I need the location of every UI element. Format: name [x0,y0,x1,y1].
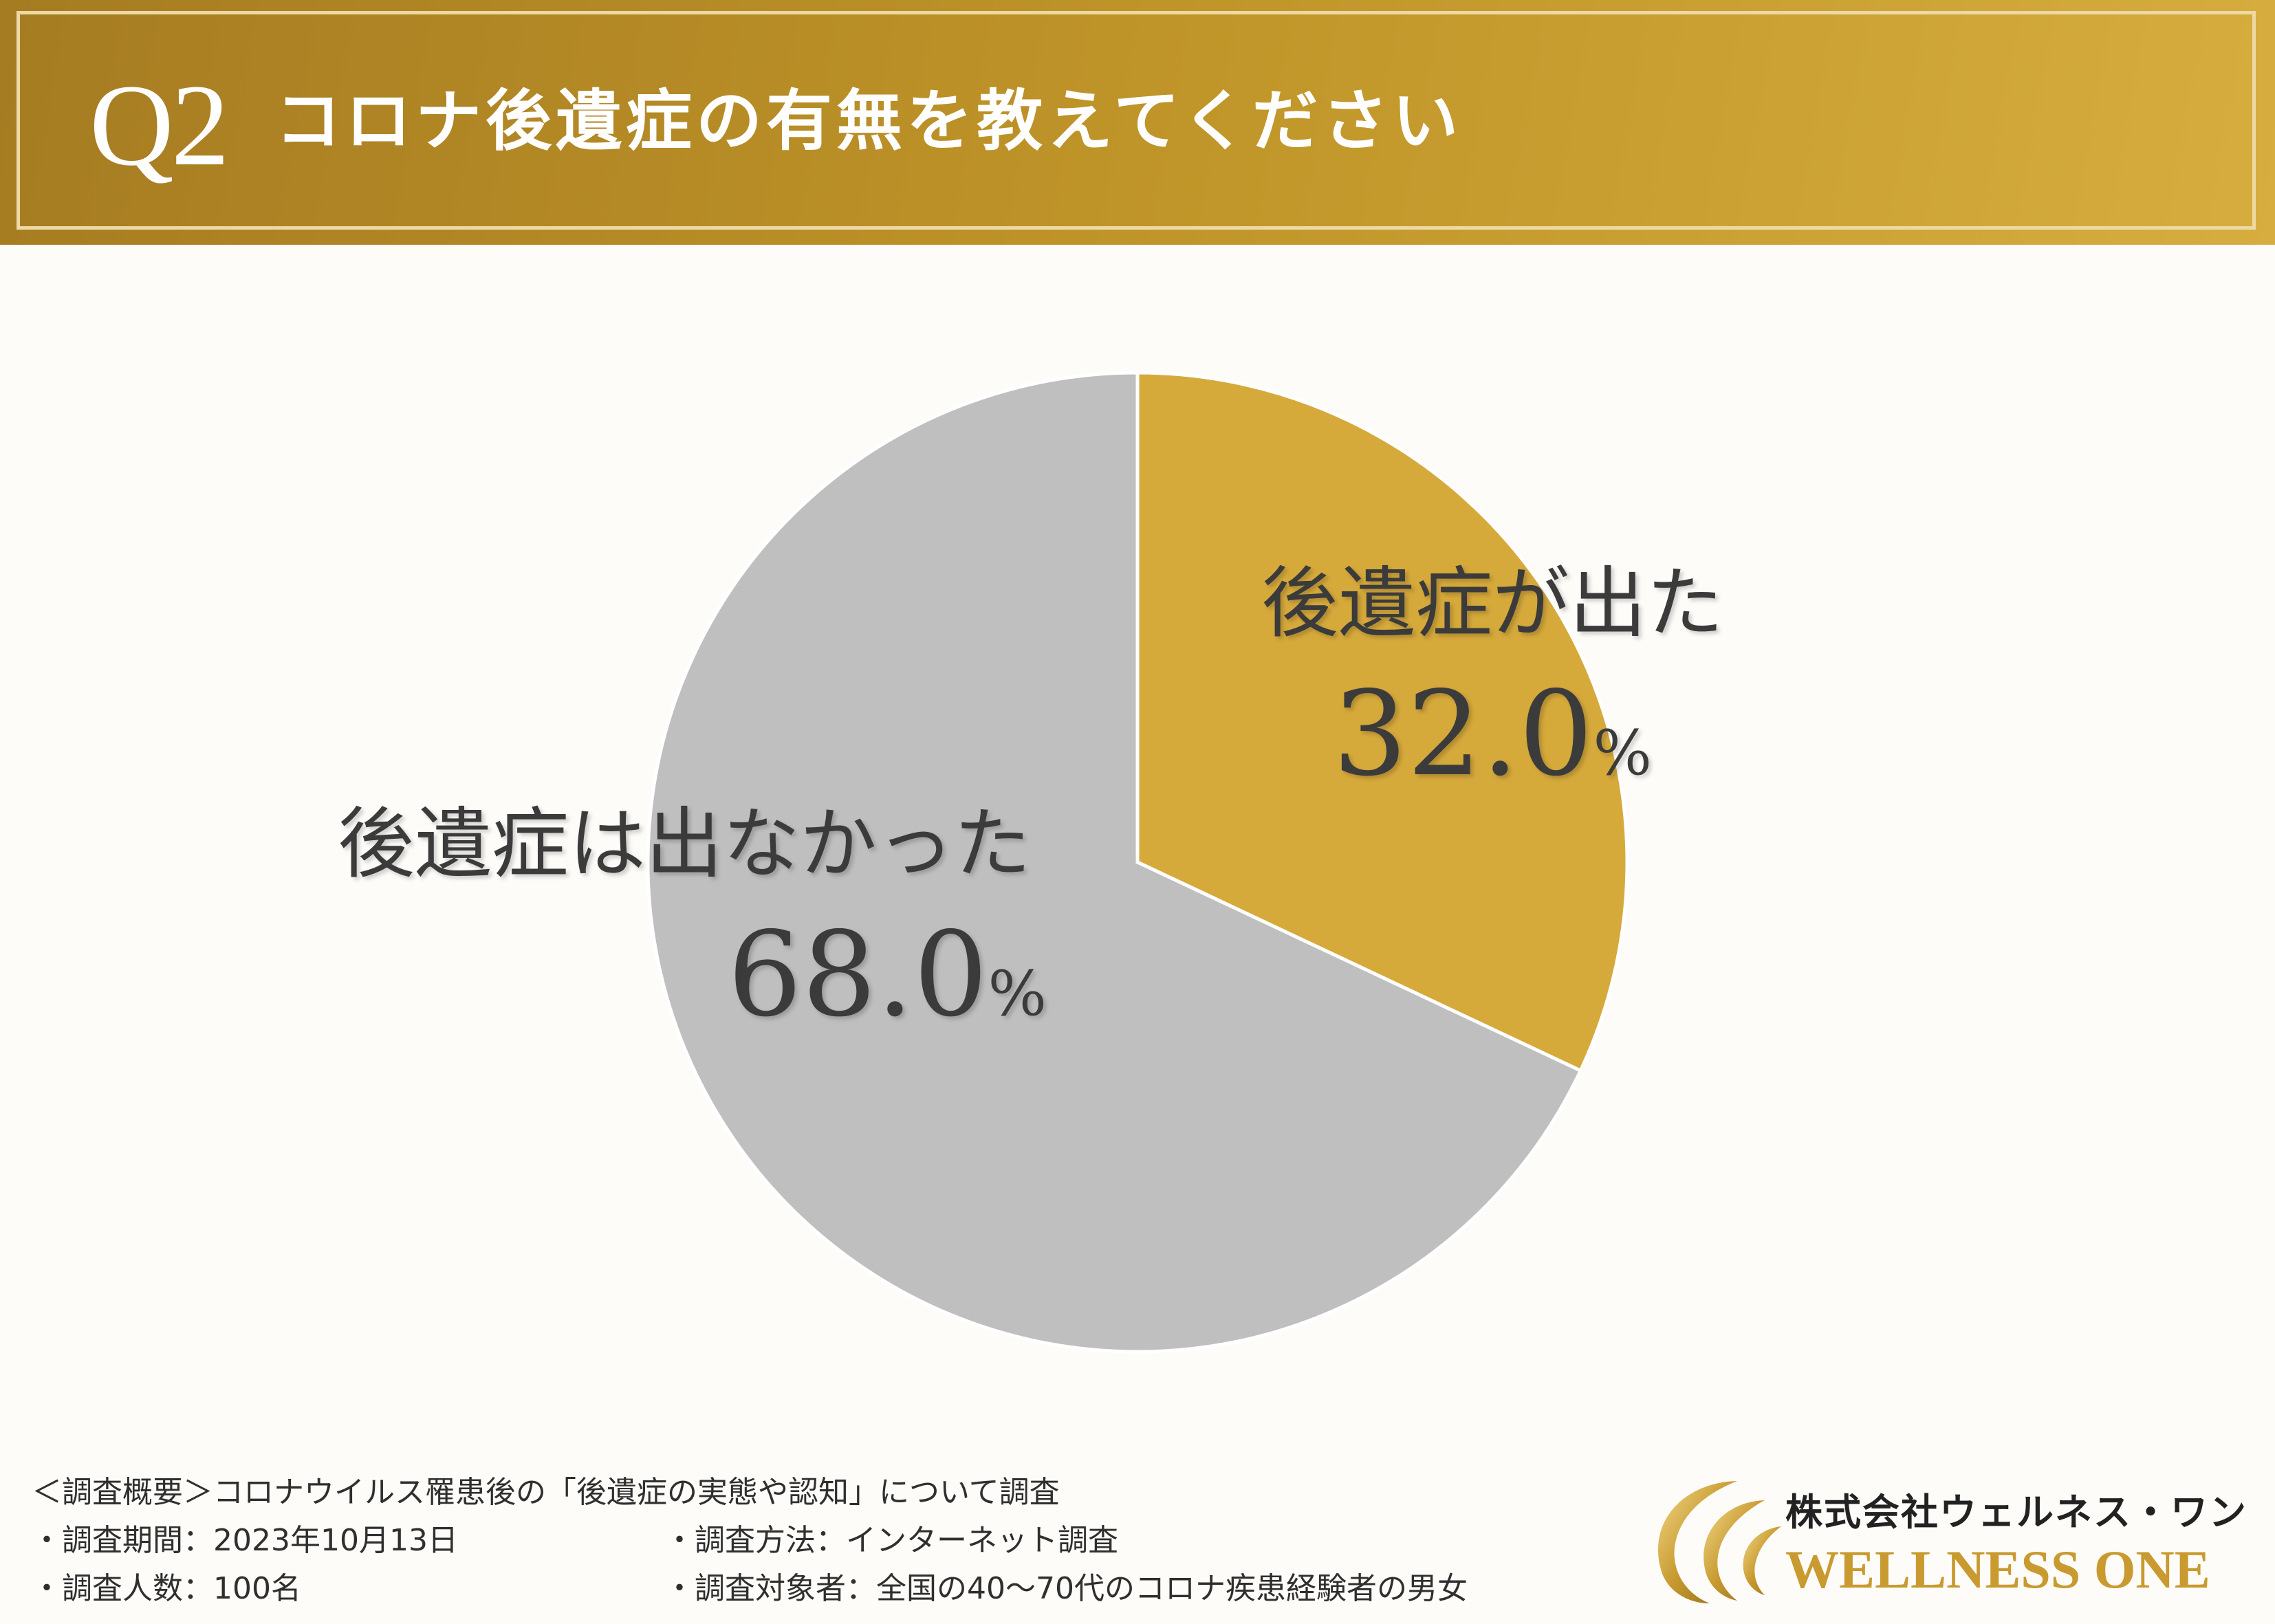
wellness-logo-icon [1657,1481,1781,1603]
slice-value-1: 32.0% [1333,666,1652,802]
company-name-jp: 株式会社ウェルネス・ワン [1785,1491,2247,1534]
pie-slice-1 [1135,371,1629,1073]
survey-method: ・調査方法：インターネット調査 [664,1523,1118,1558]
slice-label-2: 後遺症は出なかった [338,800,1031,889]
header-frame [17,11,2256,230]
company-name-en: WELLNESS ONE [1785,1539,2210,1599]
question-title: コロナ後遺症の有無を教えてください [275,83,1463,160]
pie-chart: 後遺症が出た 32.0% 後遺症は出なかった 68.0% [338,371,1723,1354]
company-logo: 株式会社ウェルネス・ワン WELLNESS ONE [1634,1469,2246,1606]
slice-label-1: 後遺症が出た [1261,559,1723,648]
question-number: Q2 [89,61,230,190]
survey-count: ・調査人数：100名 [32,1571,301,1606]
slice-unit-2: % [988,958,1047,1030]
survey-summary: ＜調査概要＞コロナウイルス罹患後の「後遺症の実態や認知」について調査 ・調査期間… [32,1469,1613,1613]
survey-target: ・調査対象者：全国の40〜70代のコロナ疾患経験者の男女 [664,1571,1468,1606]
slice-unit-1: % [1593,717,1652,789]
header-banner: Q2 コロナ後遺症の有無を教えてください [0,0,2275,245]
survey-overview: ＜調査概要＞コロナウイルス罹患後の「後遺症の実態や認知」について調査 [32,1475,1060,1510]
survey-period: ・調査期間：2023年10月13日 [32,1523,458,1558]
pie-slice-2 [646,371,1583,1354]
slice-value-2: 68.0% [728,907,1047,1043]
